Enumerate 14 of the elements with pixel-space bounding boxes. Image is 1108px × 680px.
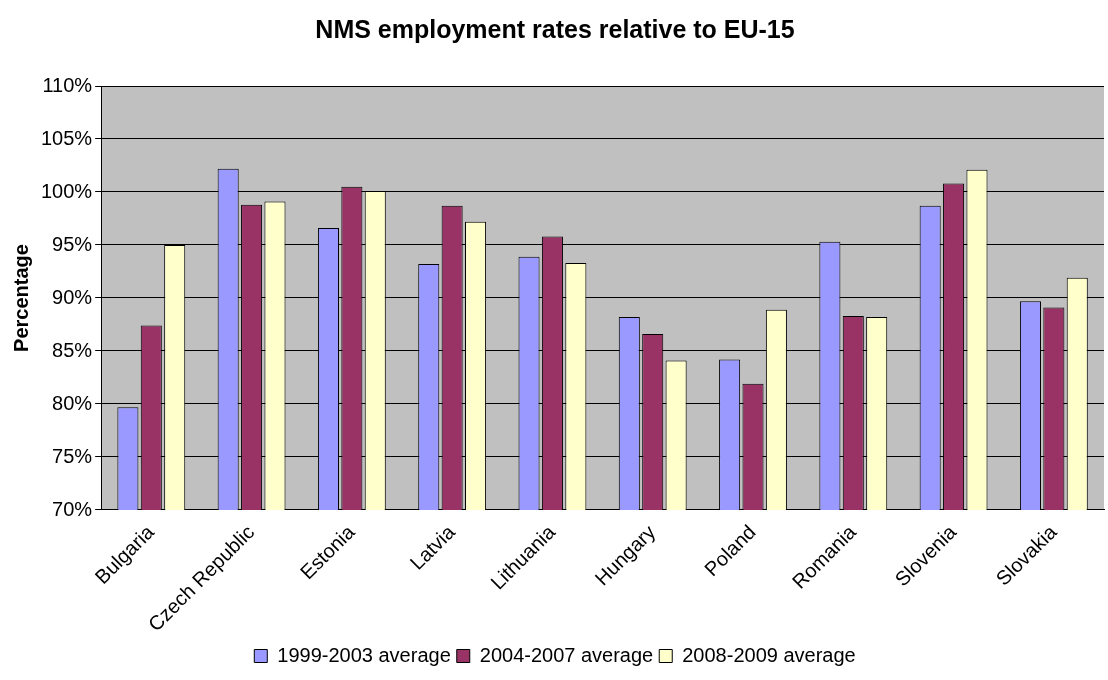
legend-label: 2008-2009 average bbox=[682, 643, 856, 666]
y-axis-title: Percentage bbox=[9, 244, 32, 352]
chart-title: NMS employment rates relative to EU-15 bbox=[315, 14, 795, 43]
y-tick-label: 110% bbox=[42, 73, 93, 96]
y-tick-label: 70% bbox=[52, 497, 93, 520]
y-tick-label: 105% bbox=[41, 126, 93, 149]
y-tick-label: 100% bbox=[41, 179, 93, 202]
legend-label: 2004-2007 average bbox=[479, 643, 654, 666]
y-tick-label: 95% bbox=[52, 232, 93, 255]
legend-label: 1999-2003 average bbox=[277, 643, 451, 666]
y-tick-label: 90% bbox=[52, 285, 93, 308]
y-tick-label: 75% bbox=[52, 444, 93, 467]
y-tick-label: 85% bbox=[52, 338, 93, 361]
y-tick-label: 80% bbox=[52, 391, 93, 414]
